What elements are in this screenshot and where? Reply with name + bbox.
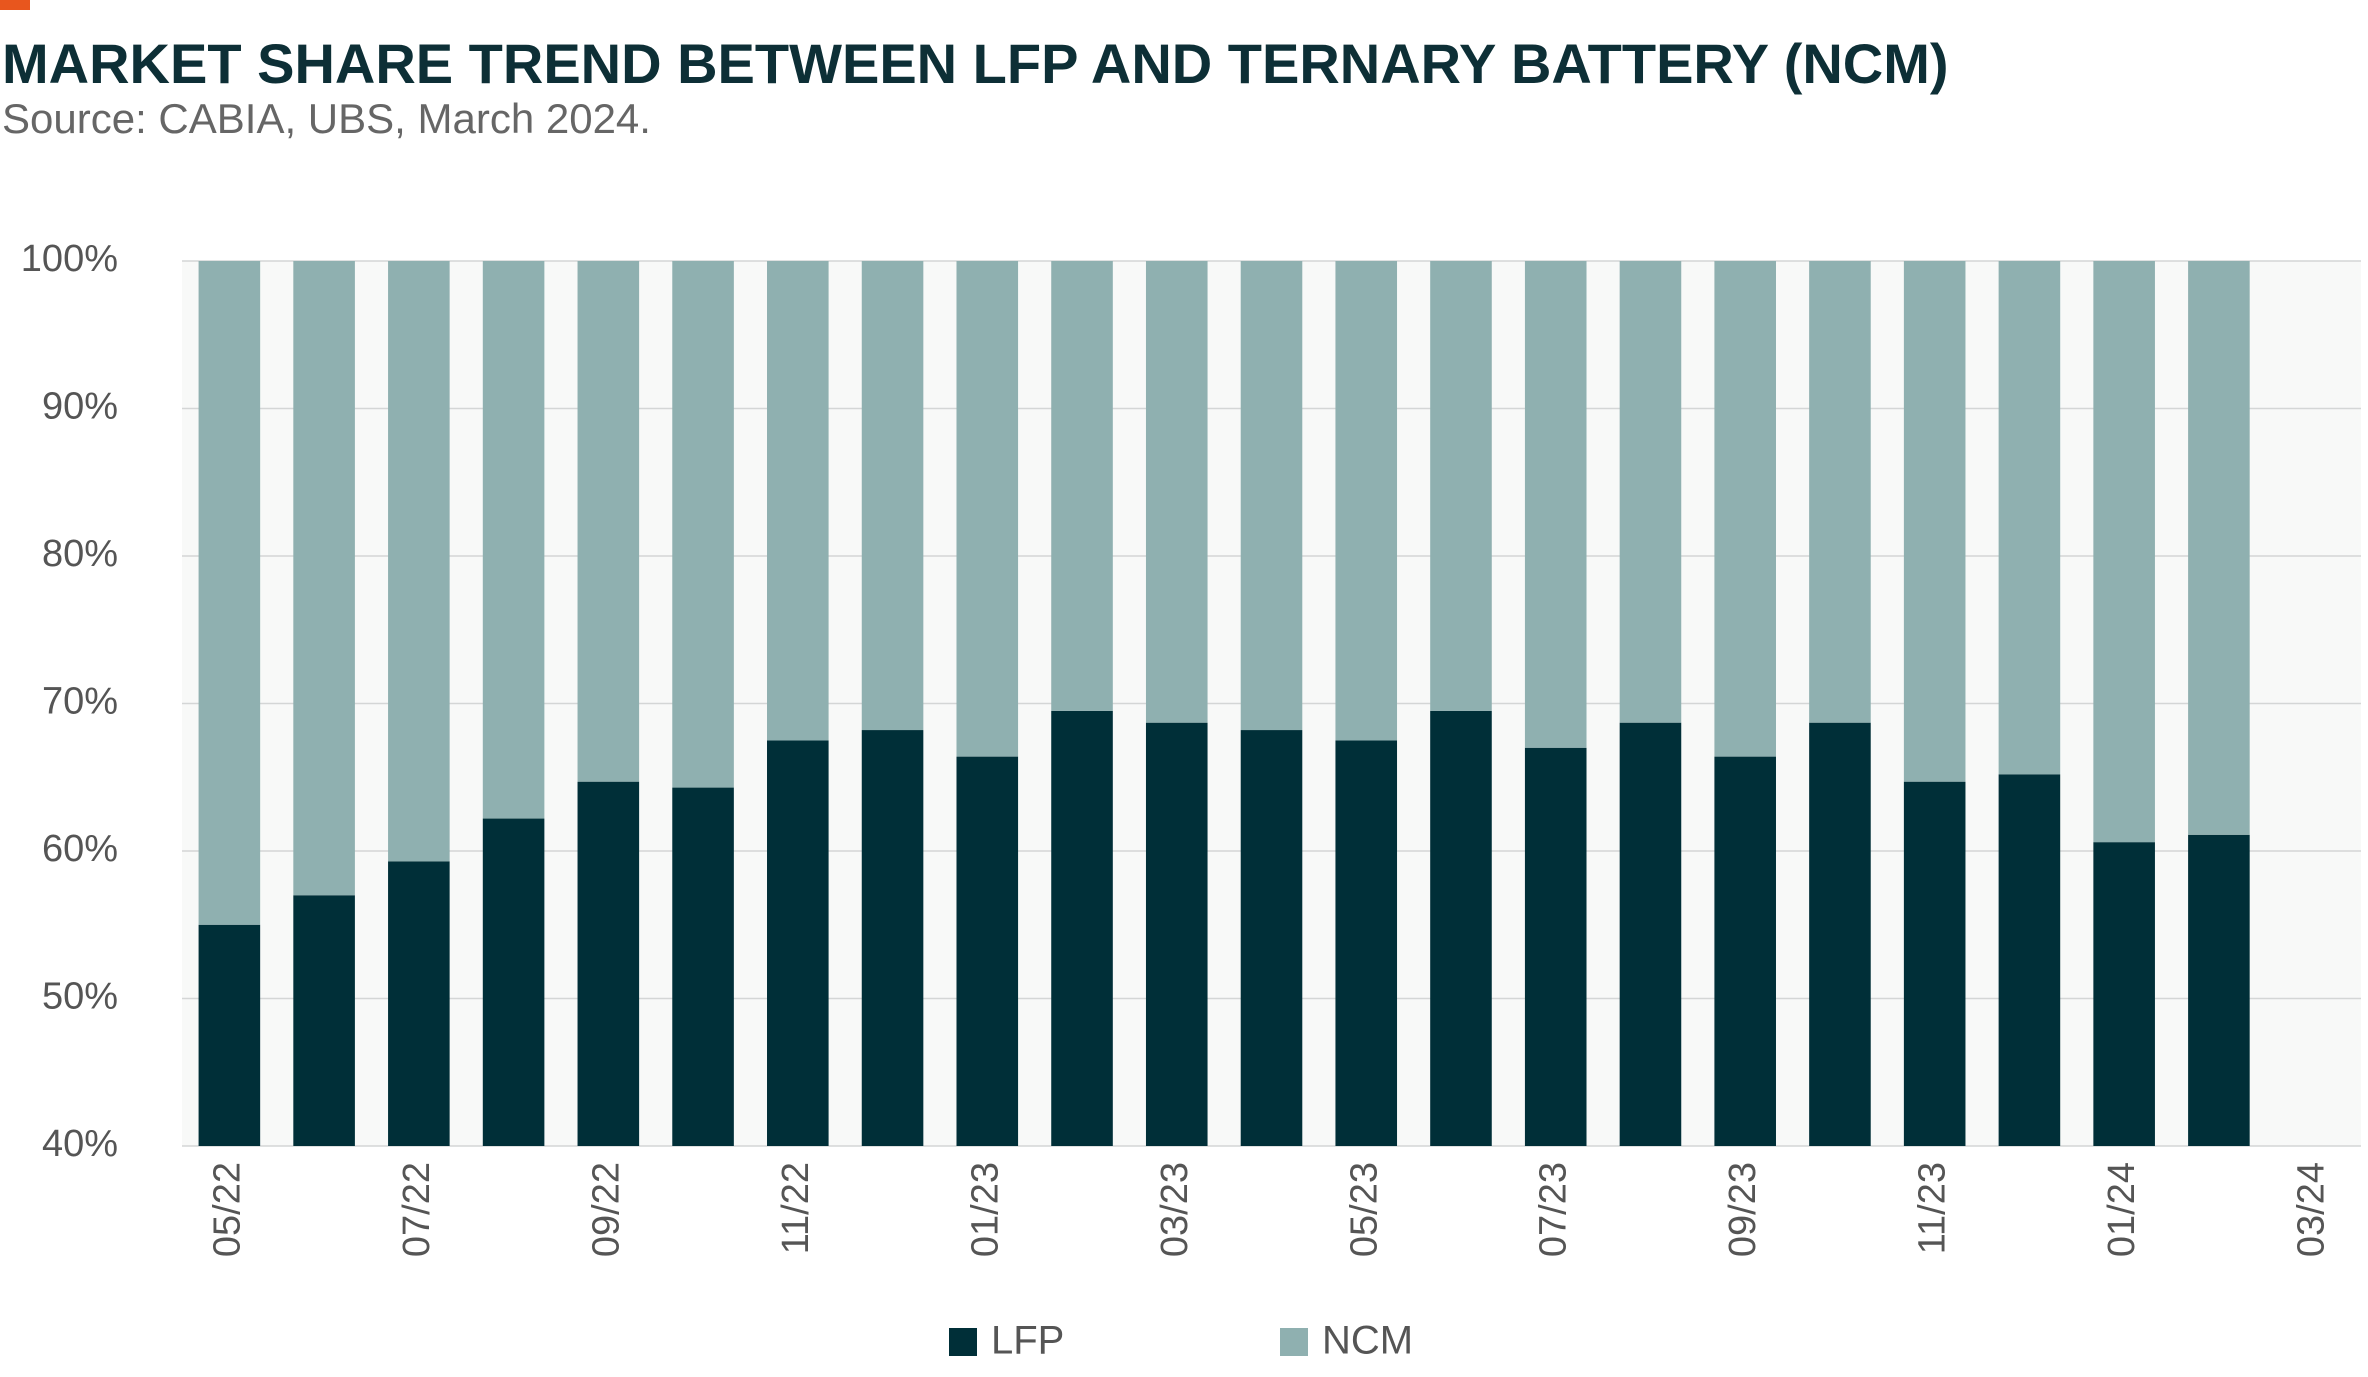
- bar-segment: [672, 787, 734, 1146]
- bar-segment: [1998, 261, 2061, 775]
- bar-segment: [482, 818, 545, 1146]
- bar-segment: [861, 730, 924, 1146]
- bar-segment: [198, 261, 261, 925]
- chart-title: MARKET SHARE TREND BETWEEN LFP AND TERNA…: [2, 32, 1949, 95]
- bar-segment: [1145, 261, 1208, 723]
- bar-segment: [956, 261, 1019, 757]
- bar-segment: [1714, 756, 1776, 1146]
- legend-swatch: [949, 1328, 977, 1356]
- y-tick-label: 50%: [42, 976, 118, 1018]
- bar-segment: [293, 261, 355, 896]
- bar-segment: [1240, 261, 1303, 731]
- bar-segment: [2093, 261, 2155, 843]
- chart-subtitle: Source: CABIA, UBS, March 2024.: [2, 95, 651, 142]
- bar-segment: [672, 261, 734, 788]
- bar-segment: [1145, 722, 1208, 1146]
- bar-segment: [1430, 261, 1492, 711]
- x-tick-label: 11/22: [775, 1162, 817, 1254]
- x-tick-label: 01/24: [2101, 1162, 2143, 1257]
- x-tick-label: 11/23: [1912, 1162, 1954, 1254]
- bar-segment: [577, 261, 640, 782]
- x-tick-label: 05/23: [1343, 1162, 1385, 1257]
- x-tick-label: 09/22: [585, 1162, 627, 1257]
- bar-segment: [1524, 261, 1587, 748]
- bar-segment: [1051, 261, 1113, 711]
- bar-segment: [1051, 710, 1113, 1146]
- bar-segment: [2093, 842, 2155, 1146]
- x-tick-label: 05/22: [206, 1162, 248, 1257]
- bar-segment: [1809, 261, 1871, 723]
- bar-segment: [388, 261, 450, 862]
- bar-segment: [293, 895, 355, 1146]
- bar-segment: [861, 261, 924, 731]
- bar-segment: [1714, 261, 1776, 757]
- bar-segment: [1430, 710, 1492, 1146]
- bar-segment: [1903, 261, 1966, 782]
- bar-segment: [1524, 747, 1587, 1146]
- x-tick-label: 01/23: [964, 1162, 1006, 1257]
- bar-segment: [1903, 781, 1966, 1146]
- x-tick-label: 07/23: [1533, 1162, 1575, 1257]
- y-tick-label: 60%: [42, 828, 118, 870]
- accent-mark: [0, 0, 30, 10]
- bar-segment: [482, 261, 545, 819]
- legend-label: NCM: [1322, 1319, 1413, 1363]
- y-tick-label: 40%: [42, 1123, 118, 1165]
- bar-segment: [1619, 261, 1682, 723]
- bar-segment: [2188, 261, 2250, 835]
- bar-segment: [198, 924, 261, 1146]
- bar-segment: [577, 781, 640, 1146]
- bar-segment: [1998, 774, 2061, 1146]
- bar-segment: [1335, 740, 1398, 1146]
- bar-segment: [2188, 834, 2250, 1146]
- bar-segment: [388, 861, 450, 1146]
- y-tick-label: 70%: [42, 681, 118, 723]
- legend-label: LFP: [991, 1319, 1064, 1363]
- bar-segment: [1335, 261, 1398, 741]
- y-tick-label: 100%: [21, 238, 118, 280]
- bar-segment: [1619, 722, 1682, 1146]
- bar-segment: [767, 261, 829, 741]
- x-tick-label: 03/24: [2291, 1162, 2333, 1257]
- bar-segment: [1240, 730, 1303, 1146]
- x-tick-label: 07/22: [396, 1162, 438, 1257]
- x-tick-label: 09/23: [1722, 1162, 1764, 1257]
- bar-segment: [1809, 722, 1871, 1146]
- bar-segment: [767, 740, 829, 1146]
- bar-segment: [956, 756, 1019, 1146]
- y-tick-label: 80%: [42, 533, 118, 575]
- y-tick-label: 90%: [42, 386, 118, 428]
- legend-swatch: [1280, 1328, 1308, 1356]
- x-tick-label: 03/23: [1154, 1162, 1196, 1257]
